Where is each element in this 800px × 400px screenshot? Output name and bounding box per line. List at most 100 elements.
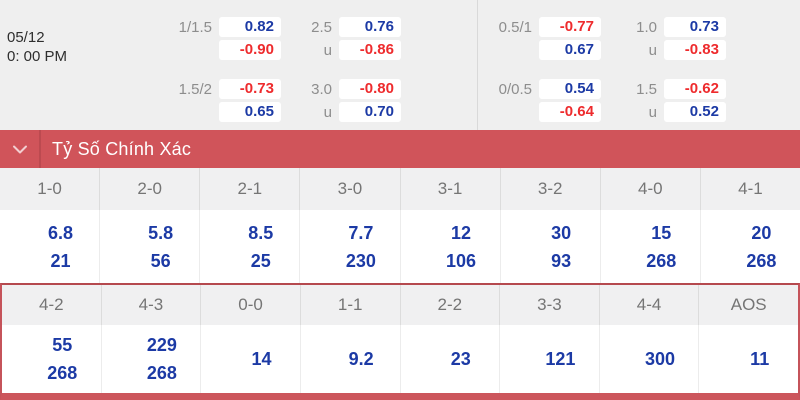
odds-row: u 0.70: [272, 102, 401, 122]
odds-value[interactable]: -0.62: [664, 79, 726, 99]
odds-value[interactable]: -0.64: [539, 102, 601, 122]
score-odds-cell[interactable]: 300: [600, 325, 700, 393]
odds-line-label: 3.0: [311, 80, 332, 98]
score-odds-cell[interactable]: 23: [401, 325, 501, 393]
score-odds-value: 8.5: [248, 222, 274, 243]
correct-score-table-part1: 1-0 2-0 2-1 3-0 3-1 3-2 4-0 4-1 6.8 21 5…: [0, 168, 800, 283]
odds-value[interactable]: 0.65: [219, 102, 281, 122]
odds-row: 0.65: [152, 102, 281, 122]
handicap-odds-group-2: 0.5/1 -0.77 0.67 0/0.5 0.54 -0.64: [472, 17, 601, 122]
match-info: 05/12 0: 00 PM: [7, 28, 67, 66]
score-odds-cell[interactable]: 121: [500, 325, 600, 393]
odds-value[interactable]: -0.86: [339, 40, 401, 60]
score-odds-cell[interactable]: 55 268: [2, 325, 102, 393]
odds-row: u -0.86: [272, 40, 401, 60]
score-header: AOS: [730, 295, 767, 314]
banner-divider: [39, 130, 41, 168]
score-odds-value: 268: [146, 363, 177, 383]
odds-value[interactable]: 0.70: [339, 102, 401, 122]
score-odds-value: 7.7: [348, 222, 374, 243]
odds-row: 3.0 -0.80: [272, 79, 401, 99]
score-odds-cell[interactable]: 14: [201, 325, 301, 393]
odds-value[interactable]: 0.76: [339, 17, 401, 37]
score-header: 4-0: [601, 168, 701, 210]
odds-row: 2.5 0.76: [272, 17, 401, 37]
match-date: 05/12: [7, 29, 45, 46]
score-header: 1-1: [301, 285, 401, 325]
chevron-down-icon: [12, 145, 28, 154]
score-odds-value: 268: [646, 250, 677, 271]
score-header: 0-0: [201, 285, 301, 325]
over-under-odds-group-1: 2.5 0.76 u -0.86 3.0 -0.80 u 0.70: [272, 17, 401, 122]
odds-line-label: 0.5/1: [498, 18, 532, 36]
score-odds-cell[interactable]: 7.7 230: [300, 210, 401, 283]
odds-line-label: 2.5: [311, 18, 332, 36]
score-odds-value: 93: [551, 250, 572, 271]
score-odds-cell[interactable]: 20 268: [701, 210, 800, 283]
odds-line-label: 1.0: [636, 18, 657, 36]
odds-value[interactable]: 0.54: [539, 79, 601, 99]
odds-value[interactable]: -0.90: [219, 40, 281, 60]
match-time: 0: 00 PM: [7, 48, 68, 65]
score-odds-cell[interactable]: 5.8 56: [100, 210, 201, 283]
section-title: Tỷ Số Chính Xác: [52, 138, 192, 159]
score-odds-cell[interactable]: 9.2: [301, 325, 401, 393]
handicap-odds-group-1: 1/1.5 0.82 -0.90 1.5/2 -0.73 0.65: [152, 17, 281, 122]
score-odds-cell[interactable]: 229 268: [102, 325, 202, 393]
score-header: 2-0: [100, 168, 201, 210]
score-odds-value: 106: [446, 250, 477, 271]
score-odds-value: 21: [50, 250, 71, 271]
odds-row: 1.5 -0.62: [597, 79, 726, 99]
score-header: 1-0: [0, 168, 101, 210]
score-odds-value: 30: [551, 222, 572, 243]
odds-line-label: u: [648, 103, 657, 121]
score-odds-cell[interactable]: 11: [699, 325, 798, 393]
vertical-divider: [477, 0, 478, 130]
score-header: 3-2: [501, 168, 601, 210]
score-header: 2-1: [200, 168, 301, 210]
odds-value[interactable]: 0.82: [219, 17, 281, 37]
score-odds-value: 12: [451, 222, 472, 243]
score-header-row: 4-2 4-3 0-0 1-1 2-2 3-3 4-4 AOS: [2, 285, 798, 325]
score-odds-value: 5.8: [148, 222, 174, 243]
odds-value[interactable]: -0.80: [339, 79, 401, 99]
over-under-odds-group-2: 1.0 0.73 u -0.83 1.5 -0.62 u 0.52: [597, 17, 726, 122]
odds-value[interactable]: 0.52: [664, 102, 726, 122]
odds-row: 0.5/1 -0.77: [472, 17, 601, 37]
score-odds-value: 268: [47, 363, 78, 383]
score-header: 4-4: [600, 285, 700, 325]
score-odds-cell[interactable]: 12 106: [401, 210, 501, 283]
odds-line-label: 0/0.5: [498, 80, 532, 98]
odds-row: u -0.83: [597, 40, 726, 60]
score-odds-value: 55: [52, 335, 73, 355]
score-odds-value: 9.2: [348, 349, 374, 369]
score-odds-value: 230: [345, 250, 376, 271]
odds-value[interactable]: -0.73: [219, 79, 281, 99]
score-header-row: 1-0 2-0 2-1 3-0 3-1 3-2 4-0 4-1: [0, 168, 800, 210]
odds-value[interactable]: -0.77: [539, 17, 601, 37]
score-odds-row: 55 268 229 268 14 9.2 23 121 300 11: [2, 325, 798, 393]
odds-line-label: 1.5/2: [178, 80, 212, 98]
score-header: 3-3: [500, 285, 600, 325]
score-odds-cell[interactable]: 15 268: [601, 210, 701, 283]
score-odds-cell[interactable]: 30 93: [501, 210, 601, 283]
odds-row: 1.5/2 -0.73: [152, 79, 281, 99]
correct-score-section-header[interactable]: Tỷ Số Chính Xác: [0, 130, 800, 168]
score-odds-value: 300: [645, 349, 676, 369]
score-header: 3-1: [401, 168, 501, 210]
odds-row: -0.90: [152, 40, 281, 60]
odds-row: -0.64: [472, 102, 601, 122]
score-odds-value: 6.8: [48, 222, 74, 243]
odds-value[interactable]: -0.83: [664, 40, 726, 60]
score-header: 4-1: [738, 179, 763, 198]
odds-line-label: u: [323, 41, 332, 59]
odds-line-label: 1/1.5: [178, 18, 212, 36]
odds-value[interactable]: 0.67: [539, 40, 601, 60]
score-odds-value: 121: [545, 349, 576, 369]
score-odds-value: 14: [251, 349, 272, 369]
score-odds-cell[interactable]: 8.5 25: [200, 210, 301, 283]
odds-value[interactable]: 0.73: [664, 17, 726, 37]
score-odds-value: 23: [450, 349, 471, 369]
odds-line-label: u: [648, 41, 657, 59]
score-odds-cell[interactable]: 6.8 21: [0, 210, 101, 283]
